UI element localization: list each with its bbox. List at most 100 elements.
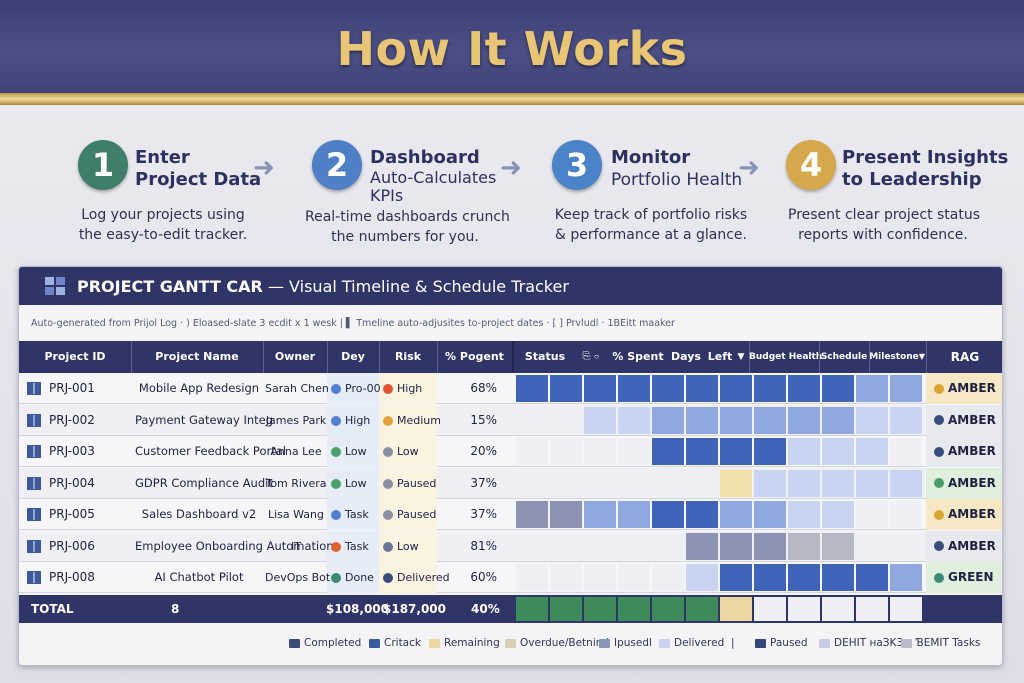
chevron-down-icon[interactable]: ▼	[737, 352, 745, 362]
gantt-cell[interactable]	[856, 375, 888, 402]
gantt-cell[interactable]	[788, 375, 820, 402]
table-row[interactable]: PRJ-006 Employee Onboarding Automation I…	[19, 530, 1002, 562]
gantt-cell[interactable]	[856, 438, 888, 465]
col-budget-health[interactable]: Budget Health	[749, 352, 823, 362]
gantt-cell[interactable]	[516, 438, 548, 465]
gantt-cell[interactable]	[856, 406, 888, 434]
rag-badge[interactable]: AMBER	[926, 499, 1002, 530]
col-days[interactable]: Days	[671, 350, 701, 363]
status-icons[interactable]: ⎘ ⌔	[582, 351, 600, 362]
gantt-cell[interactable]	[550, 532, 582, 560]
gantt-cell[interactable]	[754, 375, 786, 402]
rag-badge[interactable]: AMBER	[926, 373, 1002, 404]
table-row[interactable]: PRJ-003 Customer Feedback Portal Anna Le…	[19, 436, 1002, 467]
col-pogent[interactable]: % Pogent	[445, 350, 504, 363]
gantt-cell[interactable]	[890, 564, 922, 591]
gantt-cell[interactable]	[754, 501, 786, 528]
gantt-cell[interactable]	[754, 564, 786, 591]
rag-badge[interactable]: GREEN	[926, 562, 1002, 593]
gantt-cell[interactable]	[890, 469, 922, 497]
gantt-cell[interactable]	[652, 406, 684, 434]
gantt-cell[interactable]	[686, 501, 718, 528]
gantt-cell[interactable]	[686, 564, 718, 591]
rag-badge[interactable]: AMBER	[926, 436, 1002, 467]
gantt-cell[interactable]	[618, 469, 650, 497]
gantt-cell[interactable]	[618, 564, 650, 591]
gantt-cell[interactable]	[822, 438, 854, 465]
rag-badge[interactable]: AMBER	[926, 530, 1002, 562]
gantt-cell[interactable]	[652, 438, 684, 465]
gantt-cell[interactable]	[584, 438, 616, 465]
col-left[interactable]: Left	[707, 350, 733, 363]
gantt-cell[interactable]	[822, 469, 854, 497]
chevron-down-icon[interactable]: ▼	[918, 352, 926, 361]
gantt-cell[interactable]	[890, 501, 922, 528]
gantt-cell[interactable]	[890, 406, 922, 434]
gantt-cell[interactable]	[516, 564, 548, 591]
project-name[interactable]: AI Chatbot Pilot	[154, 570, 244, 584]
col-schedule[interactable]: Schedule	[820, 352, 868, 362]
gantt-cell[interactable]	[856, 469, 888, 497]
gantt-cell[interactable]	[822, 501, 854, 528]
gantt-cell[interactable]	[720, 469, 752, 497]
gantt-cell[interactable]	[754, 469, 786, 497]
gantt-cell[interactable]	[584, 406, 616, 434]
project-name[interactable]: Mobile App Redesign	[138, 381, 260, 395]
gantt-cell[interactable]	[788, 564, 820, 591]
project-name[interactable]: GDPR Compliance Audit	[135, 475, 273, 490]
gantt-cell[interactable]	[686, 375, 718, 402]
gantt-cell[interactable]	[720, 532, 752, 560]
gantt-cell[interactable]	[618, 438, 650, 465]
gantt-cell[interactable]	[652, 501, 684, 528]
col-milestone[interactable]: Milestone	[869, 352, 919, 362]
gantt-cell[interactable]	[754, 406, 786, 434]
gantt-cell[interactable]	[720, 501, 752, 528]
gantt-cell[interactable]	[550, 375, 582, 402]
gantt-cell[interactable]	[720, 438, 752, 465]
col-dey[interactable]: Dey	[341, 350, 365, 363]
gantt-cell[interactable]	[686, 406, 718, 434]
gantt-cell[interactable]	[788, 438, 820, 465]
gantt-cell[interactable]	[516, 532, 548, 560]
project-name[interactable]: Customer Feedback Portal	[135, 444, 286, 458]
gantt-cell[interactable]	[686, 532, 718, 560]
table-row[interactable]: PRJ-005 Sales Dashboard v2 Lisa Wang Tas…	[19, 499, 1002, 530]
rag-badge[interactable]: AMBER	[926, 404, 1002, 436]
gantt-cell[interactable]	[788, 532, 820, 560]
gantt-cell[interactable]	[720, 375, 752, 402]
gantt-cell[interactable]	[720, 406, 752, 434]
gantt-cell[interactable]	[584, 469, 616, 497]
gantt-cell[interactable]	[822, 564, 854, 591]
gantt-cell[interactable]	[754, 438, 786, 465]
gantt-cell[interactable]	[550, 564, 582, 591]
gantt-cell[interactable]	[584, 532, 616, 560]
col-project-name[interactable]: Project Name	[155, 350, 239, 363]
project-name[interactable]: Payment Gateway Integ	[135, 412, 274, 427]
table-row[interactable]: PRJ-004 GDPR Compliance Audit Tom Rivera…	[19, 467, 1002, 499]
project-name[interactable]: Employee Onboarding Automation	[135, 538, 334, 553]
rag-badge[interactable]: AMBER	[926, 467, 1002, 499]
gantt-cell[interactable]	[856, 501, 888, 528]
gantt-cell[interactable]	[584, 501, 616, 528]
gantt-cell[interactable]	[856, 564, 888, 591]
gantt-cell[interactable]	[652, 375, 684, 402]
table-row[interactable]: PRJ-001 Mobile App Redesign Sarah Chen P…	[19, 373, 1002, 404]
gantt-cell[interactable]	[618, 375, 650, 402]
gantt-cell[interactable]	[822, 406, 854, 434]
col-spent[interactable]: % Spent	[612, 350, 664, 363]
gantt-cell[interactable]	[890, 375, 922, 402]
gantt-cell[interactable]	[584, 564, 616, 591]
gantt-cell[interactable]	[890, 532, 922, 560]
gantt-cell[interactable]	[788, 469, 820, 497]
gantt-cell[interactable]	[788, 406, 820, 434]
gantt-cell[interactable]	[618, 406, 650, 434]
gantt-cell[interactable]	[686, 469, 718, 497]
gantt-cell[interactable]	[822, 375, 854, 402]
table-row[interactable]: PRJ-008 AI Chatbot Pilot DevOps Bot Done…	[19, 562, 1002, 593]
gantt-cell[interactable]	[822, 532, 854, 560]
gantt-cell[interactable]	[584, 375, 616, 402]
gantt-cell[interactable]	[516, 501, 548, 528]
col-owner[interactable]: Owner	[274, 350, 316, 363]
gantt-cell[interactable]	[890, 438, 922, 465]
gantt-cell[interactable]	[686, 438, 718, 465]
